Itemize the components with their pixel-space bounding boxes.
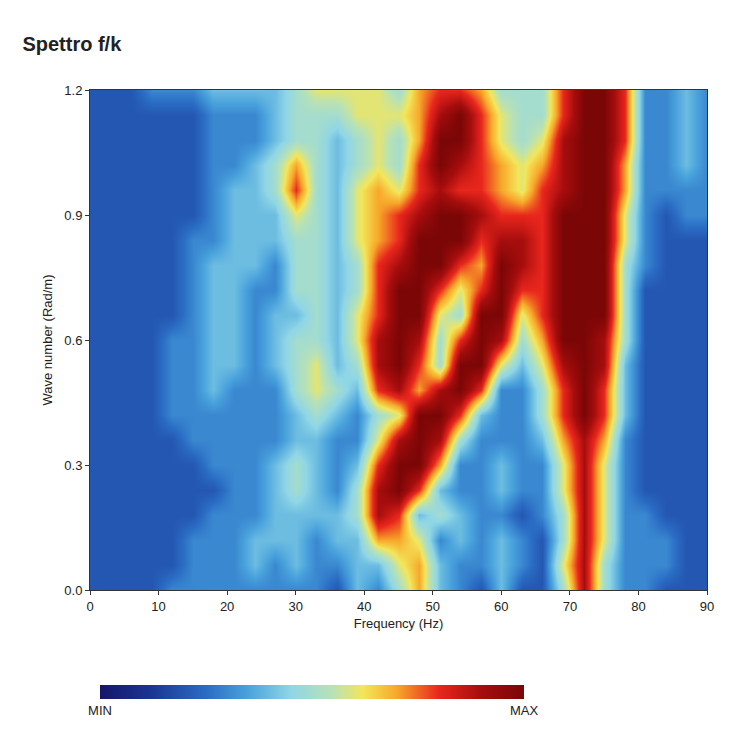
svg-text:0.3: 0.3: [64, 458, 82, 473]
svg-text:20: 20: [220, 599, 234, 614]
svg-text:10: 10: [151, 599, 165, 614]
svg-text:0.6: 0.6: [64, 333, 82, 348]
svg-text:1.2: 1.2: [64, 83, 82, 98]
svg-text:0: 0: [86, 599, 93, 614]
svg-text:30: 30: [288, 599, 302, 614]
svg-text:80: 80: [631, 599, 645, 614]
svg-text:MIN: MIN: [88, 703, 112, 718]
svg-text:0.9: 0.9: [64, 208, 82, 223]
svg-text:0.0: 0.0: [64, 583, 82, 598]
svg-text:Wave number (Rad/m): Wave number (Rad/m): [40, 275, 55, 406]
svg-text:50: 50: [426, 599, 440, 614]
svg-text:90: 90: [700, 599, 714, 614]
svg-text:Spettro f/k: Spettro f/k: [22, 33, 122, 55]
svg-text:Frequency (Hz): Frequency (Hz): [354, 616, 444, 631]
svg-text:MAX: MAX: [510, 703, 539, 718]
svg-text:40: 40: [357, 599, 371, 614]
svg-text:60: 60: [494, 599, 508, 614]
svg-text:70: 70: [563, 599, 577, 614]
